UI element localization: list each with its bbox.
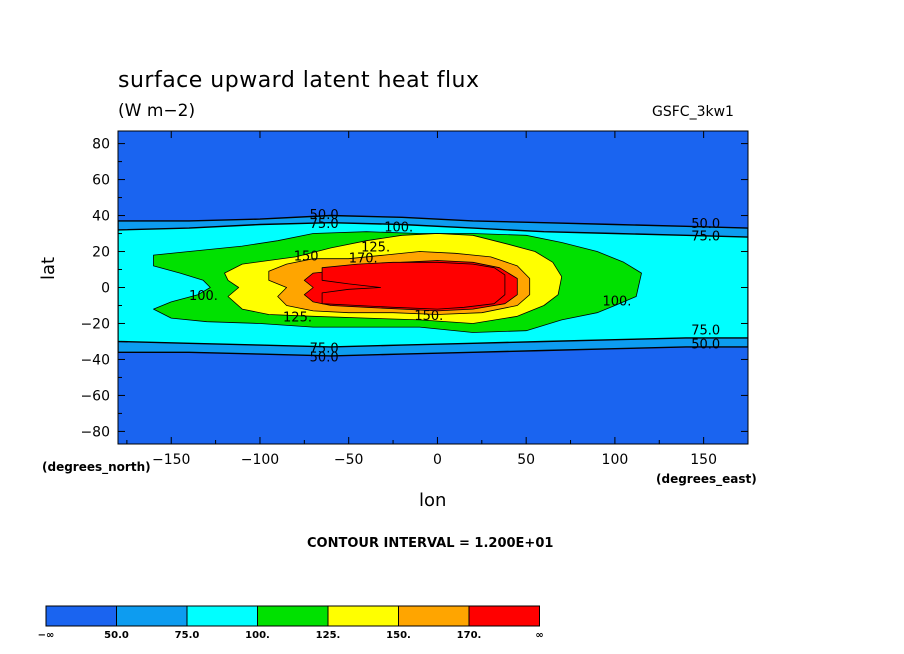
x-tick-label: 100: [602, 452, 629, 468]
colorbar-label: ∞: [535, 630, 543, 641]
colorbar-swatch: [116, 605, 188, 627]
x-axis-label: lon: [419, 490, 447, 511]
colorbar-swatch: [45, 605, 117, 627]
colorbar-label: 170.: [457, 630, 482, 641]
contour-label: 100.: [189, 289, 218, 304]
plot-area: [118, 131, 748, 444]
x-tick-label: −150: [152, 452, 190, 468]
contour-interval-text: CONTOUR INTERVAL = 1.200E+01: [307, 536, 554, 551]
contour-label: 125.: [283, 311, 312, 326]
contour-label: 75.0: [691, 323, 720, 338]
colorbar-swatch: [398, 605, 470, 627]
contour-label: 75.0: [310, 341, 339, 356]
contour-label: 170.: [349, 251, 378, 266]
y-units-caption: (degrees_north): [42, 460, 151, 474]
colorbar-label: 150.: [386, 630, 411, 641]
contour-label: 125.: [361, 241, 390, 256]
x-tick-label: −50: [334, 452, 364, 468]
contour-label: 50.0: [691, 338, 720, 353]
colorbar-swatch: [186, 605, 258, 627]
colorbar-swatch: [257, 605, 329, 627]
contour-label: 75.0: [310, 217, 339, 232]
units-label: (W m−2): [118, 101, 196, 121]
contour-label: 150.: [414, 309, 443, 324]
x-units-caption: (degrees_east): [656, 472, 757, 486]
axes: 80 60 40 20 0 −20 −40 −60 −80 −150 −100 −50 0 50 100 15…: [80, 131, 749, 468]
y-tick-label: 0: [101, 281, 110, 297]
x-tick-label: 150: [690, 452, 717, 468]
colorbar: −∞ 50.0 75.0 100. 125. 150. 170. ∞: [38, 605, 544, 641]
contour-labels: 50.075.0 100.125.150 170.100.125. 150.100.5…: [189, 208, 720, 365]
x-tick-label: 0: [433, 452, 442, 468]
colorbar-swatch: [327, 605, 399, 627]
y-tick-label: −80: [80, 424, 110, 440]
contour-label: 50.0: [691, 217, 720, 232]
colorbar-label: 50.0: [104, 630, 129, 641]
x-tick-label: −100: [241, 452, 279, 468]
y-tick-label: 40: [92, 209, 110, 225]
model-label: GSFC_3kw1: [652, 104, 734, 120]
y-tick-label: −60: [80, 388, 110, 404]
contour-label: 100.: [602, 294, 631, 309]
contour-label: 75.0: [691, 230, 720, 245]
colorbar-label: 75.0: [175, 630, 200, 641]
colorbar-label: −∞: [38, 630, 55, 641]
y-tick-label: 20: [92, 245, 110, 261]
x-tick-label: 50: [517, 452, 535, 468]
colorbar-label: 125.: [316, 630, 341, 641]
y-tick-label: 80: [92, 137, 110, 153]
y-tick-label: −20: [80, 316, 110, 332]
colorbar-label: 100.: [245, 630, 270, 641]
y-tick-label: −40: [80, 352, 110, 368]
contour-label: 100.: [384, 221, 413, 236]
contour-label: 50.0: [310, 208, 339, 223]
chart-title: surface upward latent heat flux: [118, 68, 480, 93]
colorbar-swatch: [468, 605, 540, 627]
contour-label: 150: [294, 250, 319, 265]
y-tick-label: 60: [92, 173, 110, 189]
contour-label: 50.0: [310, 350, 339, 365]
contour-region-180: [321, 261, 506, 310]
